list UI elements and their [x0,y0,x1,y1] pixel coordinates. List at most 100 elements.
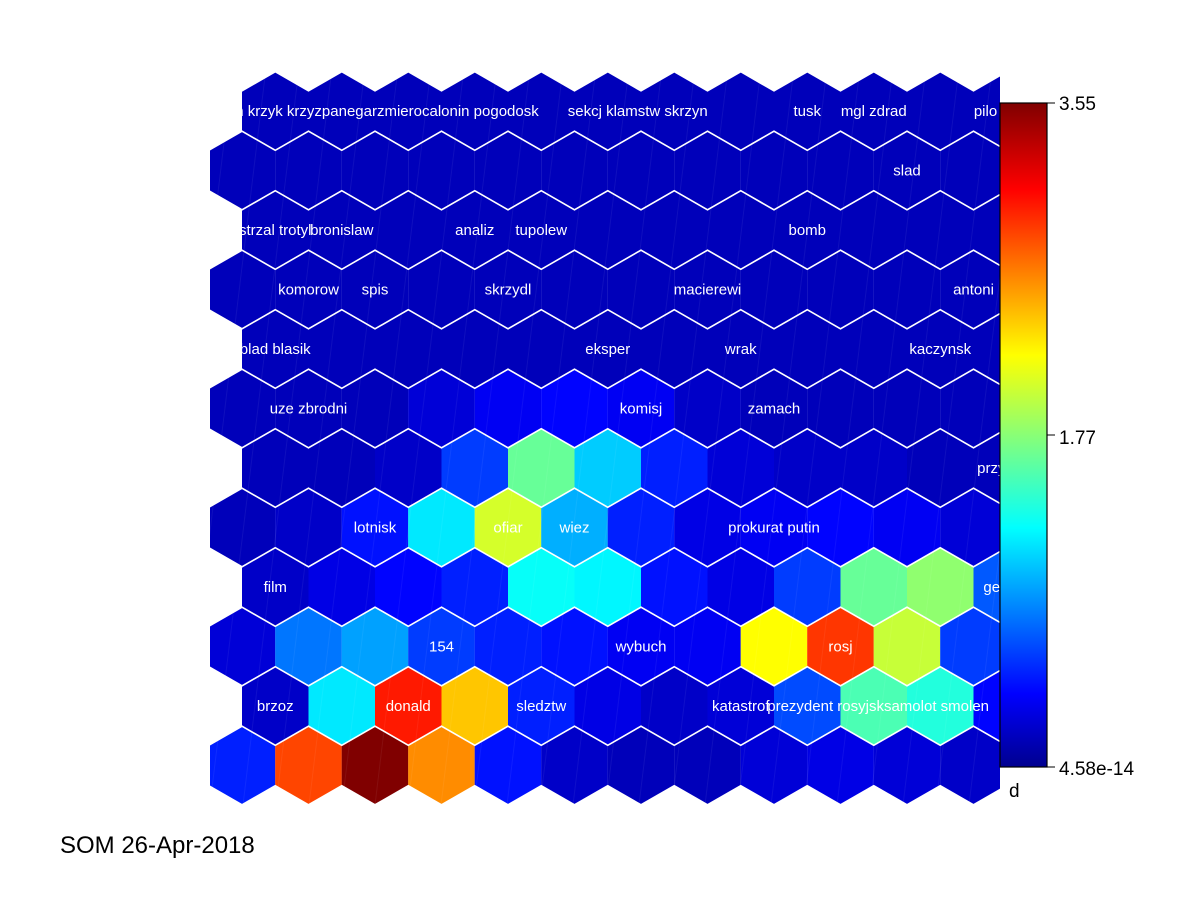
overlay-line [78,60,168,805]
som-hex-cell [607,370,675,447]
som-unit-label: pilo swiad [974,103,1040,120]
som-hex-cell [807,132,874,209]
som-hex-cell [574,72,641,150]
som-hex-cell [210,727,276,804]
som-hex-cell [242,191,309,269]
som-hex-cell [707,429,774,507]
som-unit-label: slad [893,163,921,180]
som-hex-cell [940,727,1000,804]
som-unit-label: wrak [724,341,757,358]
overlay-line [737,60,829,805]
som-hex-cell [574,429,641,507]
som-hex-cell [641,429,708,507]
som-unit-label: zamach [748,401,801,418]
colorbar-label-bottom: 4.58e-14 [1059,759,1134,780]
overlay-line [1134,60,1200,805]
som-hex-cell [907,191,974,269]
som-hex-cell [275,251,342,328]
som-unit-label: komisj [620,401,663,418]
som-hex-cell [341,608,409,685]
som-hex-cell [242,667,309,745]
som-hex-cell [873,370,941,447]
som-hex-cell [873,489,941,566]
som-hex-cell [308,191,375,269]
som-hex-cell [607,608,675,685]
som-hex-cell [940,132,1000,209]
som-unit-labels: n krzyk krzyzpanegarzmierocalonin pogodo… [235,103,1040,715]
som-hex-cell [973,552,1000,622]
som-hex-cell [740,608,808,685]
overlay-line [407,60,499,805]
som-unit-label: prokurat putin [728,520,820,537]
som-hex-cell [873,727,941,804]
som-hex-cell [840,191,907,269]
som-hex-cell [375,548,442,626]
som-hex-cell [275,489,342,566]
overlay-line [902,60,994,805]
som-hex-cell [541,370,608,447]
overlay-line [111,60,201,805]
som-hex-cell [973,314,1000,384]
som-hex-cell [641,191,708,269]
som-hex-cell [210,370,276,447]
som-unit-label: antoni [953,282,994,299]
figure-caption: SOM 26-Apr-2018 [60,832,255,859]
som-hex-cell [674,608,741,685]
som-hex-cell [873,132,941,209]
som-hex-cell [508,310,575,388]
overlay-line [605,60,697,805]
overlay-line [506,60,598,805]
som-hex-cell [242,310,309,388]
som-hex-cell [242,548,309,626]
som-unit-label: blad blasik [240,341,311,358]
overlay-line [308,60,400,805]
som-hex-cell [275,132,342,209]
som-hex-cell [541,608,608,685]
overlay-line [803,60,895,805]
som-hex-cell [807,370,874,447]
overlay-line [638,60,730,805]
som-hex-cell [840,667,907,745]
som-hex-cell [674,251,741,328]
som-unit-label: przyczyn [977,460,1036,477]
som-unit-label: wiez [558,520,589,537]
som-unit-label: prezydent rosyjsksamolot smolen [767,698,989,715]
som-unit-label: strzal trotyl [239,222,312,239]
overlay-line [869,60,961,805]
som-hex-cell [607,727,675,804]
som-hex-cell [740,370,808,447]
som-hex-cell [707,72,774,150]
overlay-line [1101,60,1191,805]
som-unit-label: brzoz [257,698,294,715]
som-hex-cell [973,76,1000,146]
som-hex-cell [474,370,542,447]
som-hex-cell [441,548,508,626]
som-hex-cell [408,251,475,328]
som-hex-cell [774,429,841,507]
som-hex-cell [341,370,409,447]
som-hex-cell [574,548,641,626]
overlay-line [0,60,69,805]
overlay-line [210,60,268,537]
som-hex-cell [740,489,808,566]
som-hex-cell [707,310,774,388]
som-hex-cell [674,727,741,804]
som-hex-cell [873,251,941,328]
som-hex-cell [275,608,342,685]
som-hex-cell [674,370,741,447]
overlay-line [341,60,433,805]
som-hex-cell [607,132,675,209]
som-hex-cell [308,429,375,507]
som-hex-cell [441,72,508,150]
colorbar: 3.55 1.77 4.58e-14 d [999,94,1134,802]
som-hex-cell [375,429,442,507]
som-hex-cell [740,727,808,804]
som-hex-cell [441,429,508,507]
som-unit-label: bomb [788,222,826,239]
som-hex-cell [840,310,907,388]
som-hex-cell [574,310,641,388]
som-unit-label: lotnisk [354,520,397,537]
som-hex-cell [375,72,442,150]
overlay-line [0,60,36,805]
som-unit-label: kaczynsk [909,341,971,358]
